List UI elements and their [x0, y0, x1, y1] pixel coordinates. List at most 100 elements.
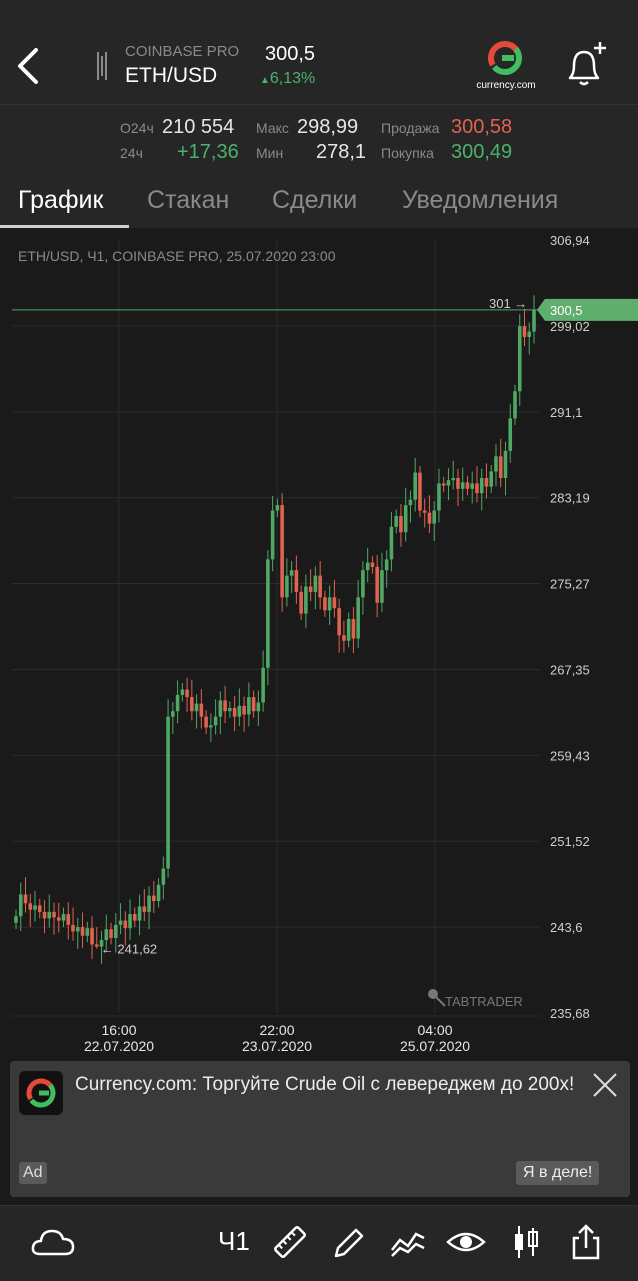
candle-body — [318, 575, 322, 598]
ruler-icon[interactable] — [270, 1222, 310, 1262]
ad-text[interactable]: Currency.com: Торгуйте Crude Oil с левер… — [75, 1074, 575, 1095]
candle-body — [33, 905, 37, 910]
candle-body — [508, 418, 513, 451]
candle-body — [85, 928, 90, 936]
indicators-icon[interactable] — [388, 1222, 428, 1262]
y-tick-label: 243,6 — [550, 920, 583, 935]
chart-title: ETH/USD, Ч1, COINBASE PRO, 25.07.2020 23… — [18, 248, 336, 264]
y-tick-label: 267,35 — [550, 662, 590, 677]
candle-body — [465, 482, 470, 489]
cloud-icon[interactable] — [30, 1222, 76, 1262]
candles-icon[interactable] — [506, 1222, 546, 1262]
candle-body — [513, 391, 517, 419]
candle-body — [133, 914, 137, 921]
pair-name[interactable]: ETH/USD — [125, 64, 218, 87]
candle-body — [204, 716, 208, 728]
candle-body — [66, 914, 71, 925]
candle-body — [147, 895, 151, 912]
currency-com-logo[interactable] — [472, 40, 538, 94]
candle-body — [28, 903, 33, 910]
candle-body — [109, 929, 113, 938]
bell-add-icon[interactable] — [560, 40, 610, 90]
candle-body — [427, 512, 432, 524]
candle-body — [498, 456, 503, 478]
y-tick-label: 275,27 — [550, 577, 590, 592]
market-stats — [0, 105, 638, 173]
candle-body — [503, 450, 508, 478]
x-tick-time: 04:00 — [417, 1022, 452, 1038]
candle-body — [180, 689, 185, 695]
candle-body — [494, 456, 498, 472]
high-label: Макс — [256, 120, 289, 136]
candle-body — [113, 924, 118, 938]
drag-handle-icon[interactable] — [95, 52, 109, 80]
close-icon[interactable] — [592, 1072, 618, 1098]
candle-body — [337, 608, 341, 636]
candle-body — [94, 944, 99, 947]
volume-value: 210 554 — [162, 116, 235, 138]
x-tick-time: 16:00 — [101, 1022, 136, 1038]
price-tag — [537, 298, 638, 321]
price-change-value: 6,13% — [269, 70, 316, 87]
candle-body — [47, 911, 52, 919]
tab-alerts[interactable]: Уведомления — [402, 186, 559, 214]
ad-cta-button[interactable]: Я в деле! — [516, 1161, 600, 1185]
candle-body — [18, 894, 23, 917]
candle-body — [413, 472, 417, 500]
candle-body — [365, 562, 370, 571]
x-tick-date: 22.07.2020 — [84, 1038, 154, 1054]
candle-body — [299, 591, 303, 614]
candle-body — [432, 510, 437, 524]
pencil-icon[interactable] — [328, 1222, 368, 1262]
candle-body — [156, 884, 161, 902]
eye-icon[interactable] — [446, 1222, 486, 1262]
ad-app-icon[interactable] — [19, 1071, 63, 1115]
tab-order-book[interactable]: Стакан — [147, 186, 230, 214]
low-label: Мин — [256, 145, 284, 161]
high-value: 298,99 — [297, 116, 359, 138]
candle-body — [408, 499, 413, 506]
candle-body — [90, 928, 94, 945]
candle-body — [166, 716, 170, 869]
x-tick-date: 23.07.2020 — [242, 1038, 312, 1054]
candle-body — [399, 515, 403, 533]
candle-body — [294, 570, 299, 592]
alert-label: 301 → — [489, 296, 527, 311]
candle-body — [228, 707, 232, 712]
back-arrow-icon[interactable] — [12, 46, 44, 86]
y-tick-label: 259,43 — [550, 748, 590, 763]
currency-com-icon — [26, 1078, 56, 1108]
bottom-toolbar — [0, 1205, 638, 1281]
price-change: ▲6,13% — [260, 70, 315, 88]
exchange-name[interactable]: COINBASE PRO — [125, 43, 240, 60]
share-icon[interactable] — [566, 1222, 606, 1262]
y-tick-label: 235,68 — [550, 1006, 590, 1021]
candle-body — [123, 920, 128, 929]
candle-body — [323, 597, 327, 611]
candle-body — [61, 914, 66, 921]
candle-body — [332, 597, 337, 609]
candle-body — [152, 895, 156, 902]
candle-body — [232, 707, 237, 717]
candle-body — [384, 559, 389, 571]
y-tick-label: 299,02 — [550, 319, 590, 334]
tab-trades[interactable]: Сделки — [272, 186, 358, 214]
candle-body — [266, 559, 270, 668]
change-24h-label: 24ч — [120, 145, 143, 161]
candle-body — [451, 477, 456, 481]
low-marker-label: ← 241,62 — [101, 942, 157, 957]
candle-body — [256, 702, 261, 712]
candle-body — [218, 700, 223, 717]
candle-body — [441, 483, 446, 486]
candle-body — [389, 526, 394, 560]
candle-body — [422, 510, 427, 513]
interval-selector[interactable]: Ч1 — [218, 1226, 250, 1256]
candle-body — [251, 697, 256, 712]
candle-body — [213, 716, 218, 726]
candle-body — [80, 927, 85, 936]
candle-body — [532, 309, 536, 332]
candle-body — [351, 619, 356, 639]
candle-body — [342, 635, 346, 641]
candlestick-chart[interactable]: 306,94 299,02 291,1 283,19 275,27 267,35 259,4… — [0, 229, 638, 1059]
tab-chart[interactable]: График — [18, 186, 104, 214]
